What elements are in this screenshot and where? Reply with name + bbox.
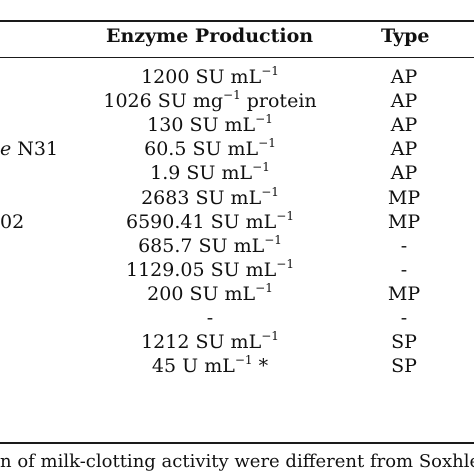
organism-cell: e N31 xyxy=(0,137,58,161)
enzyme-production-cell: 6590.41 SU mL−1 xyxy=(126,210,294,234)
enzyme-value: 45 U mL xyxy=(151,355,235,378)
type-cell: AP xyxy=(390,66,418,88)
unit-exponent: −1 xyxy=(252,160,270,175)
enzyme-production-cell: 685.7 SU mL−1 xyxy=(138,234,282,258)
unit-exponent: −1 xyxy=(258,136,276,151)
type-cell: - xyxy=(400,234,408,257)
type-cell: - xyxy=(400,258,408,281)
header-type: Type xyxy=(381,25,430,47)
table-row: 02 6590.41 SU mL−1 MP xyxy=(0,210,474,234)
enzyme-production-cell: 1.9 SU mL−1 xyxy=(150,161,270,185)
enzyme-value: 1026 SU mg xyxy=(103,90,224,113)
unit-exponent: −1 xyxy=(255,112,273,127)
table-row: 2683 SU mL−1 MP xyxy=(0,186,474,210)
enzyme-value-suffix: protein xyxy=(240,90,317,113)
enzyme-value: 130 SU mL xyxy=(147,114,256,137)
enzyme-production-cell: 45 U mL−1 * xyxy=(152,354,268,378)
table-row: 130 SU mL−1 AP xyxy=(0,113,474,137)
table-row: 1200 SU mL−1 AP xyxy=(0,65,474,89)
enzyme-production-cell: 1026 SU mg−1 protein xyxy=(103,89,316,113)
table-top-rule xyxy=(0,20,474,22)
table-row: 1026 SU mg−1 protein AP xyxy=(0,89,474,113)
enzyme-production-cell: 200 SU mL−1 xyxy=(147,282,273,306)
enzyme-value: 1200 SU mL xyxy=(141,66,262,88)
enzyme-production-cell: 130 SU mL−1 xyxy=(147,113,273,137)
organism-italic-text: e xyxy=(0,138,12,161)
enzyme-value: 1129.05 SU mL xyxy=(125,258,277,281)
type-cell: MP xyxy=(387,210,421,233)
type-cell: AP xyxy=(390,90,418,113)
table-header-rule xyxy=(0,57,474,58)
unit-exponent: −1 xyxy=(234,353,253,368)
table-row: e N31 60.5 SU mL−1 AP xyxy=(0,137,474,161)
unit-exponent: −1 xyxy=(261,184,279,199)
table-bottom-rule xyxy=(0,442,474,444)
enzyme-value: 200 SU mL xyxy=(147,282,256,305)
enzyme-production-cell: 1129.05 SU mL−1 xyxy=(126,258,294,282)
type-cell: - xyxy=(400,307,408,329)
type-cell: MP xyxy=(387,186,421,209)
unit-exponent: −1 xyxy=(255,280,273,295)
table-row: 1.9 SU mL−1 AP xyxy=(0,161,474,185)
enzyme-value-suffix: * xyxy=(252,355,269,378)
unit-exponent: −1 xyxy=(223,88,241,103)
table-row: 45 U mL−1 * SP xyxy=(0,354,474,378)
enzyme-value: 60.5 SU mL xyxy=(144,138,259,161)
unit-exponent: −1 xyxy=(261,64,279,78)
table-row: 685.7 SU mL−1 - xyxy=(0,234,474,258)
type-cell: SP xyxy=(391,331,417,354)
type-cell: SP xyxy=(391,355,417,378)
enzyme-value: 2683 SU mL xyxy=(141,186,262,209)
type-cell: AP xyxy=(390,162,418,185)
table-row: 200 SU mL−1 MP xyxy=(0,282,474,306)
table-row: 1212 SU mL−1 SP xyxy=(0,330,474,354)
enzyme-value: - xyxy=(206,307,214,329)
type-cell: AP xyxy=(390,138,418,161)
header-enzyme-production: Enzyme Production xyxy=(106,25,314,47)
table-row: -- xyxy=(0,306,474,330)
enzyme-production-cell: 1200 SU mL−1 xyxy=(141,65,279,89)
table-footnote: n of milk-clotting activity were differe… xyxy=(0,451,474,472)
enzyme-value: 685.7 SU mL xyxy=(138,234,265,257)
enzyme-production-cell: 1212 SU mL−1 xyxy=(141,330,279,354)
organism-text: N31 xyxy=(11,138,59,161)
enzyme-value: 6590.41 SU mL xyxy=(125,210,277,233)
enzyme-value: 1212 SU mL xyxy=(141,331,262,354)
enzyme-production-cell: 60.5 SU mL−1 xyxy=(144,137,276,161)
unit-exponent: −1 xyxy=(264,232,282,247)
table-row: 1129.05 SU mL−1 - xyxy=(0,258,474,282)
type-cell: MP xyxy=(387,282,421,305)
organism-text: 02 xyxy=(0,210,25,233)
unit-exponent: −1 xyxy=(276,208,295,223)
unit-exponent: −1 xyxy=(261,329,279,344)
organism-cell: 02 xyxy=(0,210,24,234)
enzyme-value: 1.9 SU mL xyxy=(150,162,253,185)
unit-exponent: −1 xyxy=(276,256,295,271)
enzyme-production-cell: 2683 SU mL−1 xyxy=(141,186,279,210)
type-cell: AP xyxy=(390,114,418,137)
enzyme-production-cell: - xyxy=(207,306,213,330)
